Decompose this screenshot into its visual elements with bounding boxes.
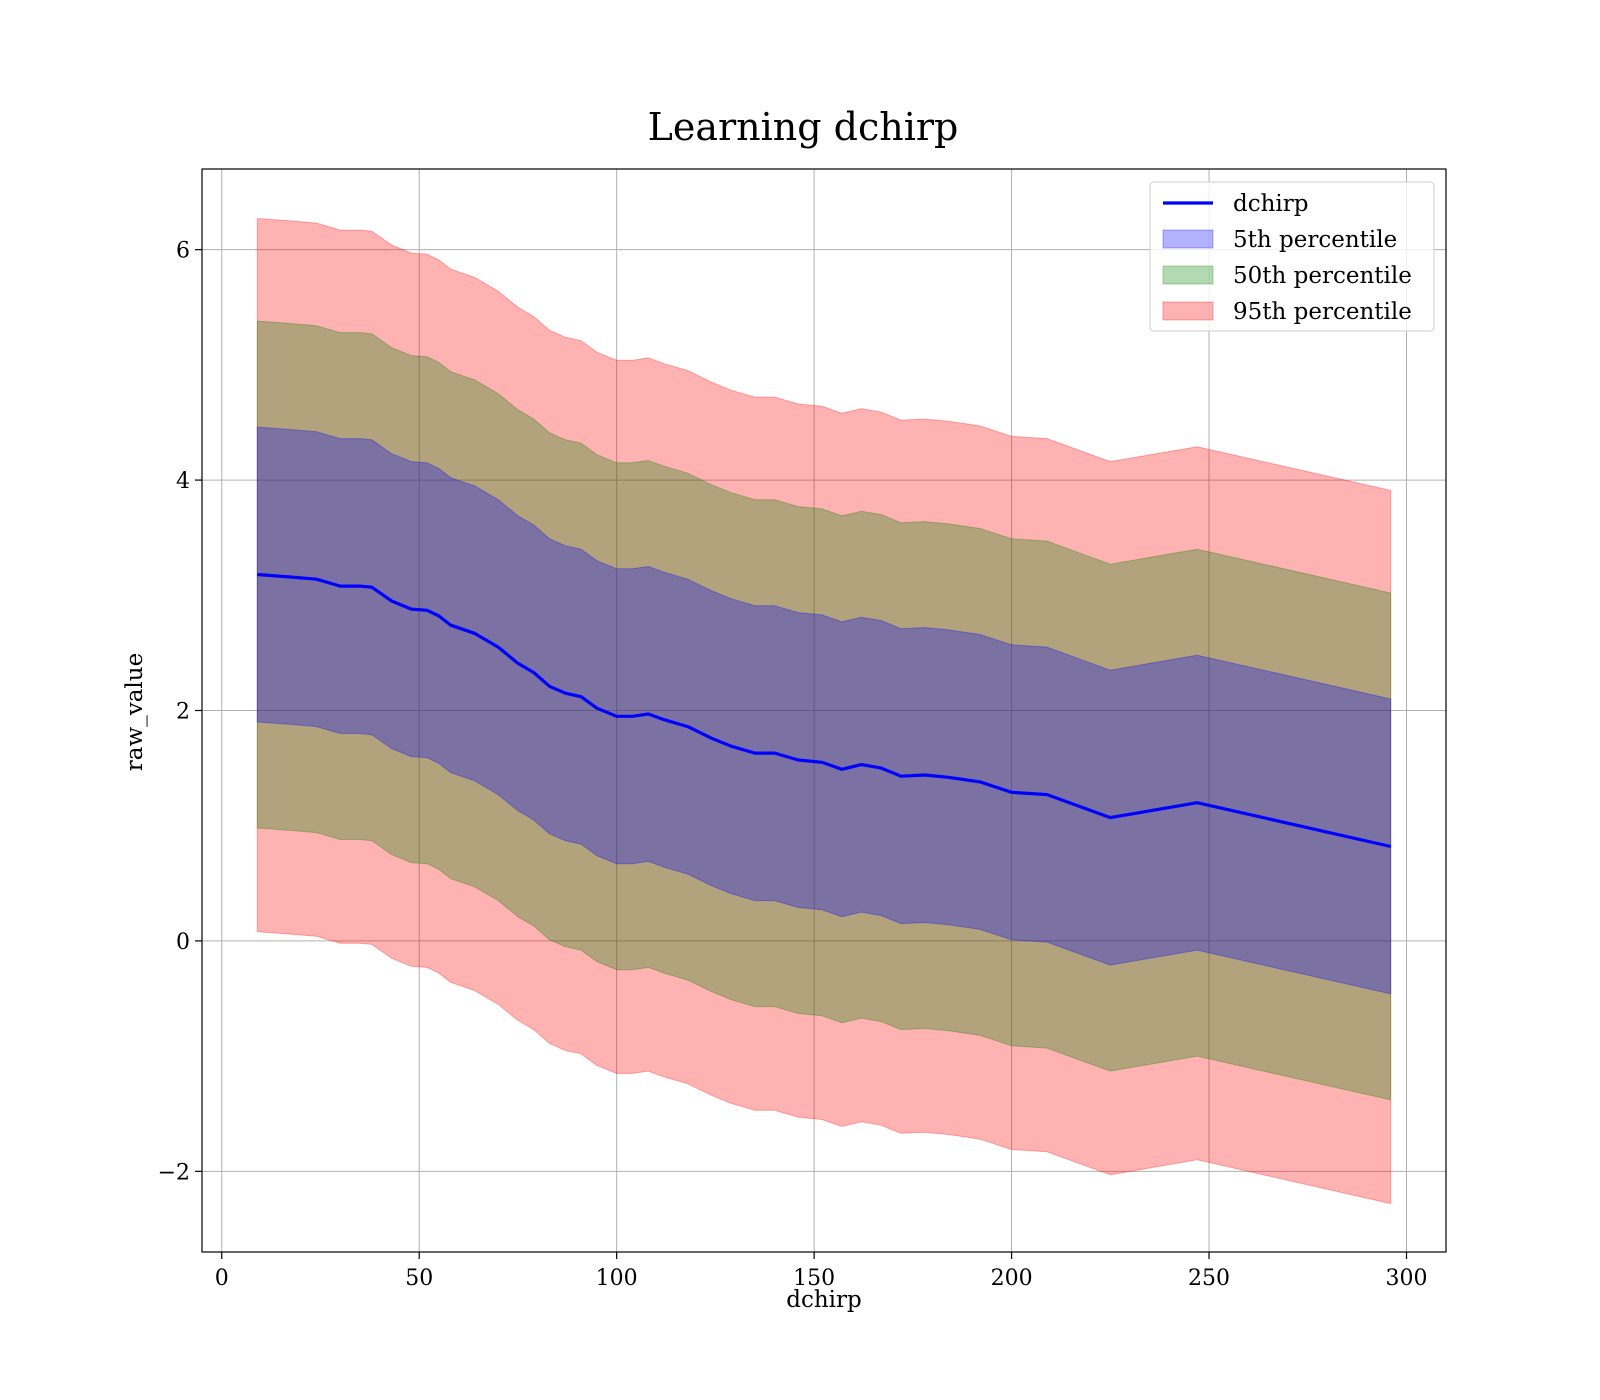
y-tick-label-1: 0 [176, 930, 190, 955]
y-tick-label-4: 6 [176, 239, 190, 264]
y-tick-label-0: −2 [158, 1160, 190, 1185]
x-tick-label-5: 250 [1188, 1266, 1230, 1291]
legend-label-50th-percentile: 50th percentile [1233, 263, 1412, 289]
x-tick-label-6: 300 [1386, 1266, 1428, 1291]
legend-swatch-5th-percentile [1162, 229, 1214, 249]
y-tick-label-3: 4 [176, 469, 190, 494]
grid [202, 169, 1446, 1252]
band-50th-percentile [256, 320, 1392, 1101]
x-tick-label-4: 200 [991, 1266, 1033, 1291]
y-axis: −2 0 2 4 6 [158, 239, 202, 1185]
legend: dchirp 5th percentile 50th percentile 95th … [1149, 181, 1435, 332]
legend-swatch-95th-percentile [1162, 301, 1214, 321]
x-axis: 0 50 100 150 200 250 300 [215, 1252, 1428, 1291]
x-axis-label: dchirp [786, 1287, 862, 1313]
legend-label-dchirp: dchirp [1233, 191, 1309, 217]
chart-title: Learning dchirp [648, 105, 959, 149]
percentile-bands [256, 217, 1392, 1205]
y-axis-label: raw_value [122, 653, 148, 771]
series-line-dchirp [257, 572, 1392, 849]
legend-frame [1149, 181, 1435, 332]
series-lines [257, 572, 1392, 849]
x-tick-label-0: 0 [215, 1266, 229, 1291]
legend-label-5th-percentile: 5th percentile [1233, 227, 1397, 253]
x-tick-label-1: 50 [405, 1266, 433, 1291]
band-95th-percentile [256, 217, 1392, 1205]
x-tick-label-2: 100 [596, 1266, 638, 1291]
legend-label-95th-percentile: 95th percentile [1233, 299, 1412, 325]
legend-swatch-50th-percentile [1162, 265, 1214, 285]
y-tick-label-2: 2 [176, 700, 190, 725]
x-tick-label-3: 150 [793, 1266, 835, 1291]
band-5th-percentile [256, 426, 1392, 995]
